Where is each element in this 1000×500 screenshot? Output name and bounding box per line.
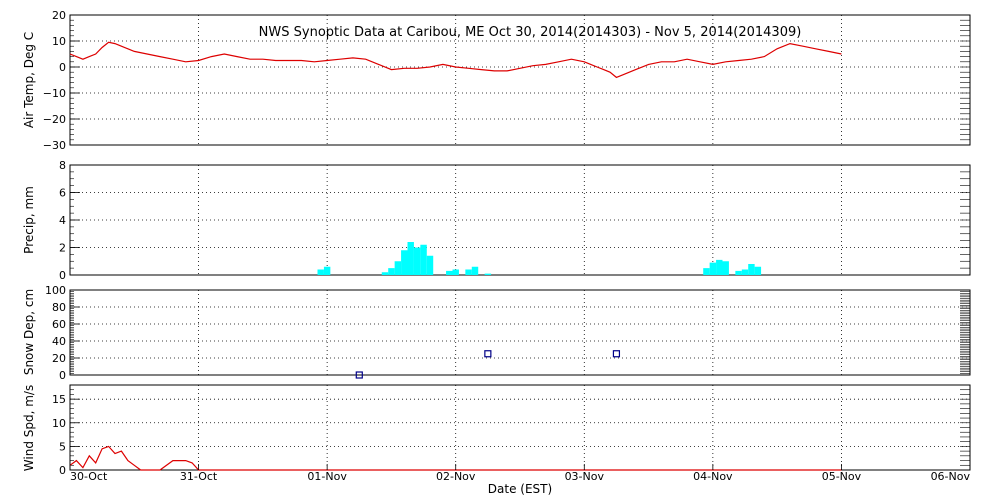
precip-bar [452,269,459,275]
snow-depth-point [355,371,363,379]
date-axis-label: Date (EST) [488,482,552,496]
precip-bar [426,255,434,275]
y-tick-label: 6 [59,187,66,200]
precip-bar [413,247,421,275]
x-tick-label: 31-Oct [180,470,218,483]
series-line [69,41,842,79]
snow-depth-axis-label: Snow Dep, cm [22,289,36,375]
wind-speed-plot-frame [69,384,971,471]
precipitation-panel: Precip, mm 8 6 4 2 0 [22,159,971,282]
snow-depth-panel: Snow Dep, cm 100 80 60 40 20 0 [22,284,971,382]
y-tick-label: 4 [59,214,66,227]
y-tick-label: 20 [52,352,66,365]
y-tick-label: −20 [43,113,66,126]
temperature-series [69,41,842,79]
y-tick-label: 20 [52,9,66,22]
snow-depth-plot-frame [69,289,971,376]
x-tick-label: 04-Nov [693,470,733,483]
precip-bar [394,261,402,275]
precip-bar [388,268,395,275]
temperature-axis-label: Air Temp, Deg C [22,32,36,128]
precip-bar [381,272,389,275]
x-tick-label: 05-Nov [822,470,862,483]
precip-bar [754,266,762,275]
precip-bar [465,269,472,275]
precip-bar [709,262,717,275]
y-tick-label: 80 [52,301,66,314]
y-tick-label: 10 [52,35,66,48]
precip-bar [401,250,408,275]
y-tick-label: −30 [43,139,66,152]
precipitation-series [317,242,762,275]
wind-speed-series [69,445,842,471]
precip-bar [741,269,749,275]
x-tick-label: 30-Oct [70,470,108,483]
precipitation-axis-label: Precip, mm [22,186,36,254]
x-tick-label: 01-Nov [307,470,347,483]
y-tick-label: 0 [59,464,66,477]
series-line [69,445,842,471]
y-tick-label: 60 [52,318,66,331]
precip-bar [446,270,453,275]
wind-speed-ticks: 15 10 5 0 [52,384,970,477]
precip-bar [407,242,414,275]
y-tick-label: 8 [59,159,66,172]
snow-depth-ticks: 100 80 60 40 20 0 [45,284,970,382]
wind-speed-grid [70,385,970,470]
precip-bar [317,269,324,275]
y-tick-label: 0 [59,61,66,74]
chart-title: NWS Synoptic Data at Caribou, ME Oct 30,… [259,25,802,40]
y-tick-label: 100 [45,284,66,297]
precip-bar [722,261,729,275]
x-tick-label: 03-Nov [565,470,605,483]
precip-bar [735,270,742,275]
y-tick-label: 5 [59,440,66,453]
snow-depth-series [355,350,621,379]
precipitation-ticks: 8 6 4 2 0 [59,159,970,282]
precip-bar [703,268,710,275]
x-tick-label: 02-Nov [436,470,476,483]
snow-depth-grid [70,290,970,375]
y-tick-label: 0 [59,269,66,282]
date-axis: 30-Oct 31-Oct 01-Nov 02-Nov 03-Nov 04-Nov 05-N… [69,464,971,483]
wind-speed-axis-label: Wind Spd, m/s [22,385,36,471]
precip-bar [748,264,755,275]
snow-depth-point [484,350,492,358]
y-tick-label: 2 [59,242,66,255]
temperature-grid [70,15,970,145]
y-tick-label: 10 [52,417,66,430]
y-tick-label: 0 [59,369,66,382]
precip-bar [420,244,427,275]
precip-bar [484,273,492,275]
wind-speed-panel: Wind Spd, m/s 15 10 5 0 30-Oct 31-Oct 01-Nov 0… [22,384,971,496]
snow-depth-point [612,350,621,358]
y-tick-label: 40 [52,335,66,348]
precip-bar [323,266,331,275]
y-tick-label: −10 [43,87,66,100]
precip-bar [716,259,723,275]
temperature-ticks: 20 10 0 −10 −20 −30 [43,9,970,152]
temperature-panel: Air Temp, Deg C 20 10 0 −10 −20 −30 [22,9,971,152]
y-tick-label: 15 [52,393,66,406]
precip-bar [471,266,479,275]
x-tick-label: 06-Nov [931,470,971,483]
temperature-plot-frame [69,14,971,146]
precipitation-grid [70,165,970,275]
